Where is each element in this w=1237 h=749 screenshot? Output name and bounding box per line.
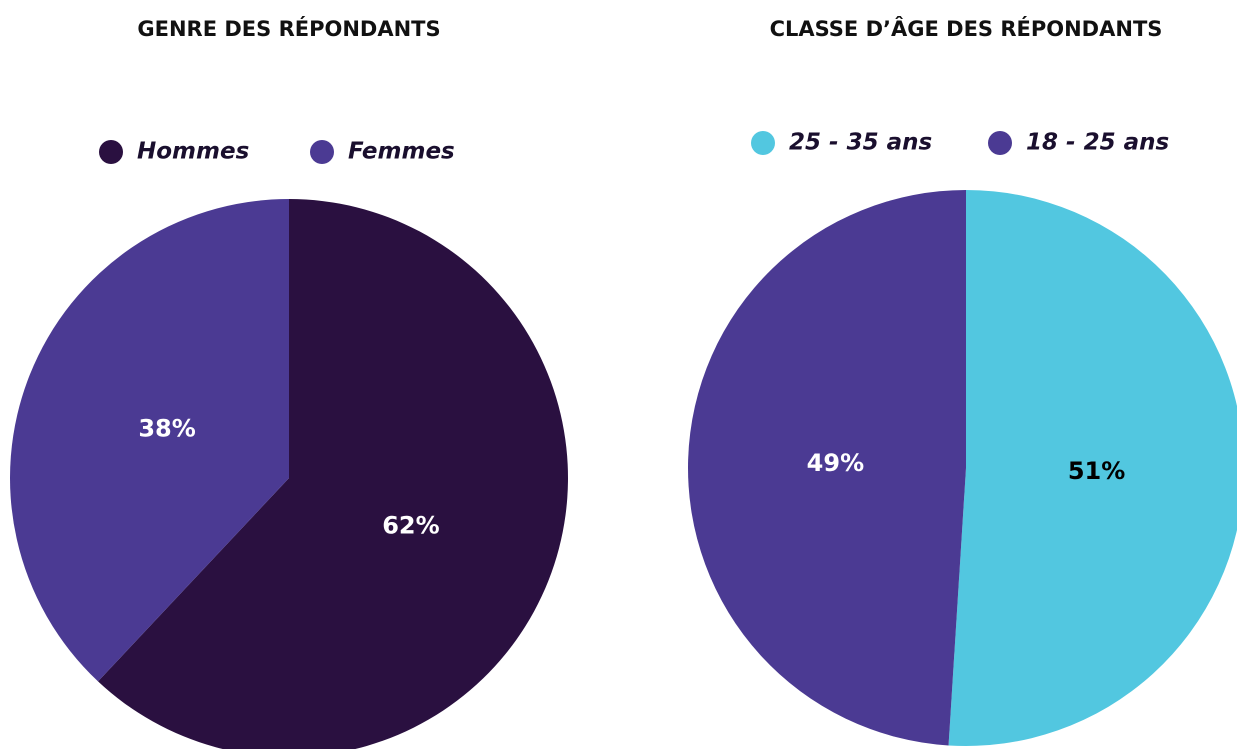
legend-swatch <box>751 131 775 155</box>
value-label: 49% <box>807 449 864 477</box>
chart-title: GENRE DES RÉPONDANTS <box>137 16 440 41</box>
value-label: 51% <box>1068 457 1125 485</box>
legend-swatch <box>988 131 1012 155</box>
pie-slice <box>98 199 568 749</box>
legend-label: Hommes <box>137 139 249 165</box>
legend-label: Femmes <box>348 139 455 165</box>
legend-swatch <box>310 140 334 164</box>
legend-label: 25 - 35 ans <box>789 130 932 156</box>
value-label: 38% <box>138 415 195 443</box>
chart-title: CLASSE D’ÂGE DES RÉPONDANTS <box>770 16 1163 41</box>
pie-slice <box>688 190 966 746</box>
pie-slice <box>10 198 289 682</box>
legend-label: 18 - 25 ans <box>1026 130 1169 156</box>
pie-slice <box>948 190 1237 746</box>
value-label: 62% <box>382 511 439 539</box>
legend-swatch <box>99 140 123 164</box>
